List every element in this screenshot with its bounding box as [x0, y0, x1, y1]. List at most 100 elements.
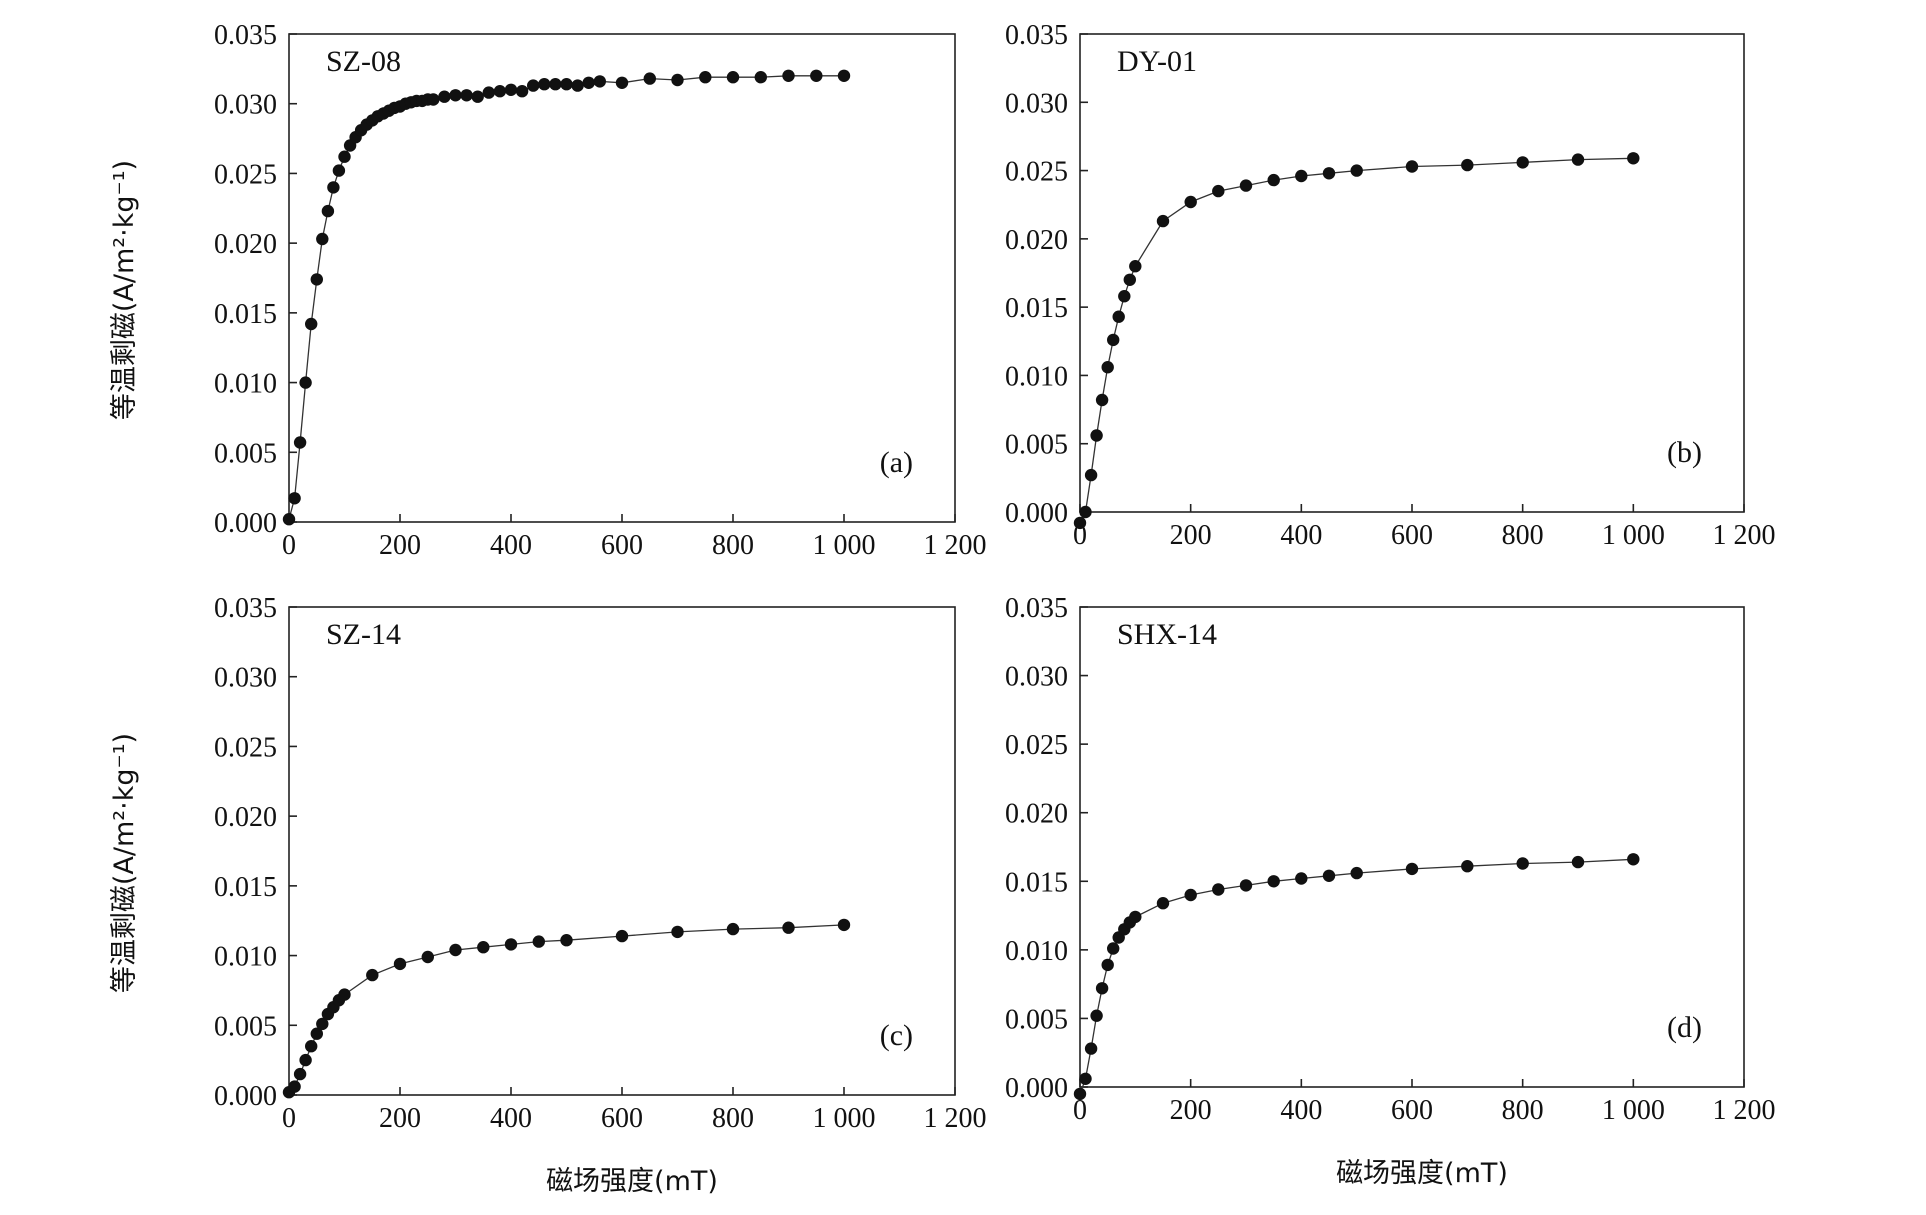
y-tick-label: 0.030 [1005, 662, 1068, 693]
data-point [1461, 158, 1474, 172]
plot-frame [1079, 606, 1745, 1088]
data-point [615, 929, 629, 943]
data-point [782, 921, 795, 934]
data-point [571, 79, 584, 92]
data-point [282, 513, 296, 526]
y-tick-label: 0.015 [214, 299, 277, 330]
data-point [549, 78, 562, 91]
data-point [449, 89, 462, 102]
y-tick-label: 0.015 [1005, 293, 1068, 324]
data-point [1101, 361, 1114, 374]
data-point [527, 79, 540, 92]
y-tick-label: 0.005 [1005, 1004, 1068, 1035]
x-tick-label: 200 [379, 530, 421, 561]
x-tick-label: 400 [490, 530, 532, 561]
data-point [837, 918, 851, 932]
y-tick-label: 0.035 [214, 593, 277, 624]
data-point [1239, 879, 1253, 892]
data-point [1073, 1087, 1087, 1101]
data-point [1405, 862, 1419, 876]
y-tick-label: 0.035 [1005, 593, 1068, 624]
data-point [837, 69, 851, 83]
x-tick-label: 200 [1170, 1095, 1212, 1126]
y-tick-label: 0.020 [1005, 799, 1068, 830]
data-point [754, 71, 767, 84]
y-tick-label: 0.020 [214, 802, 277, 833]
panel-title: SHX-14 [1117, 618, 1217, 651]
y-tick-label: 0.020 [1005, 225, 1068, 256]
data-point [493, 85, 507, 98]
y-tick-label: 0.015 [214, 872, 277, 903]
data-point [1405, 160, 1419, 173]
data-point [782, 69, 795, 83]
data-point [1627, 853, 1640, 866]
x-tick-label: 1 000 [1602, 1095, 1665, 1126]
x-tick-label: 1 200 [924, 1103, 987, 1134]
y-tick-label: 0.000 [214, 1081, 277, 1112]
plot-frame [288, 606, 956, 1096]
data-point [1267, 875, 1280, 888]
data-point [532, 935, 545, 948]
y-tick-label: 0.025 [214, 159, 277, 190]
data-point [582, 76, 595, 90]
x-tick-label: 0 [282, 530, 296, 561]
data-point [1095, 982, 1109, 995]
data-point [1112, 310, 1125, 323]
series-line [288, 924, 845, 1093]
x-tick-label: 600 [1391, 1095, 1433, 1126]
panel-title: SZ-14 [326, 618, 401, 651]
data-point [1129, 260, 1142, 273]
panel-c: 0.000 0.005 0.010 0.015 0.020 0.025 0.030 0.035… [109, 593, 987, 1197]
data-point [1079, 1072, 1092, 1086]
data-point [1267, 173, 1280, 187]
x-tick-label: 0 [1073, 1095, 1087, 1126]
data-point [1095, 393, 1109, 407]
data-point [1461, 860, 1474, 873]
x-tick-label: 800 [1502, 520, 1544, 551]
data-point [1571, 855, 1585, 869]
data-point [305, 317, 318, 331]
data-point [671, 925, 684, 939]
x-axis-label: 磁场强度(mT) [546, 1166, 718, 1197]
x-tick-label: 600 [601, 1103, 643, 1134]
x-tick-label: 400 [490, 1103, 532, 1134]
y-tick-label: 0.010 [1005, 936, 1068, 967]
data-point [1212, 184, 1225, 198]
data-point [321, 204, 335, 218]
y-tick-label: 0.025 [214, 732, 277, 763]
y-axis-label: 等温剩磁(A/m²·kg⁻¹) [109, 733, 140, 993]
data-point [421, 950, 434, 964]
data-point [1101, 958, 1114, 972]
data-point [810, 69, 823, 83]
data-point [338, 150, 351, 163]
data-point [615, 76, 629, 90]
y-axis-label: 等温剩磁(A/m²·kg⁻¹) [109, 160, 140, 420]
data-point [1212, 883, 1225, 896]
data-point [293, 1067, 307, 1081]
plot-frame [1079, 33, 1745, 513]
data-point [699, 71, 712, 84]
y-tick-label: 0.030 [1005, 88, 1068, 119]
data-point [1123, 273, 1137, 286]
data-point [504, 938, 518, 951]
data-point [1350, 866, 1363, 880]
y-tick-label: 0.005 [214, 1011, 277, 1042]
x-tick-label: 800 [712, 530, 754, 561]
data-point [1516, 156, 1529, 169]
x-tick-label: 1 200 [1713, 520, 1776, 551]
data-point [1571, 153, 1585, 166]
data-point [338, 988, 351, 1001]
data-point [471, 90, 484, 103]
data-point [288, 1080, 301, 1093]
data-point [477, 941, 490, 954]
data-point [293, 436, 307, 449]
y-tick-label: 0.020 [214, 229, 277, 260]
x-tick-label: 1 000 [1602, 520, 1665, 551]
panel-title: DY-01 [1117, 45, 1197, 78]
data-point [1627, 152, 1640, 165]
data-point [1107, 333, 1120, 347]
y-tick-label: 0.030 [214, 90, 277, 121]
panel-tag: (c) [880, 1019, 913, 1052]
series-line [288, 75, 844, 520]
data-point [299, 1053, 312, 1067]
